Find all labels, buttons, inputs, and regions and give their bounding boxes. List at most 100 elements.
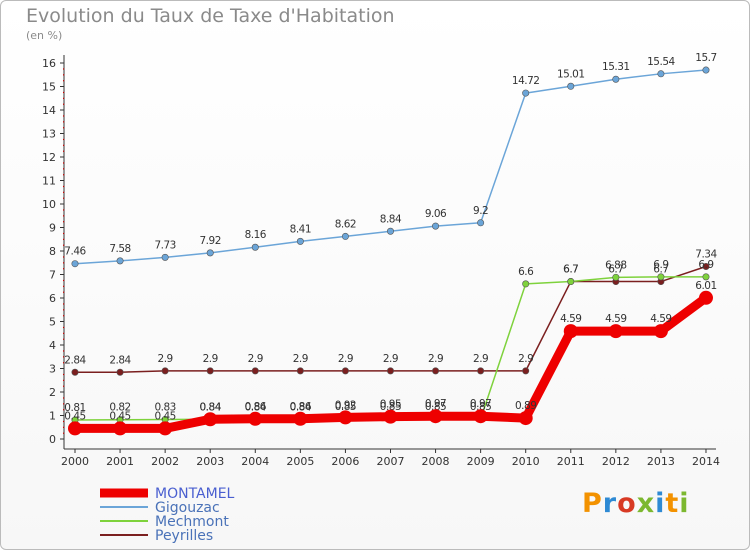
y-tick-label: 11 bbox=[42, 175, 56, 188]
data-point-montamel bbox=[248, 411, 263, 426]
y-minor-tick bbox=[63, 385, 65, 387]
y-minor-tick bbox=[63, 91, 65, 94]
y-minor-tick bbox=[63, 256, 65, 258]
data-point-montamel bbox=[158, 421, 173, 436]
y-tick-label: 1 bbox=[49, 410, 56, 423]
data-label: 2.9 bbox=[203, 353, 218, 365]
data-point-montamel bbox=[383, 409, 398, 424]
y-tick-label: 9 bbox=[49, 222, 56, 235]
data-label: 0.84 bbox=[200, 401, 222, 413]
legend-label: Peyrilles bbox=[155, 528, 213, 544]
y-tick-label: 7 bbox=[49, 269, 56, 282]
y-minor-tick bbox=[63, 356, 65, 358]
logo-letter: i bbox=[655, 488, 666, 519]
x-tick-label: 2010 bbox=[512, 455, 540, 468]
data-label: 2.9 bbox=[293, 353, 308, 365]
data-point-montamel bbox=[428, 409, 443, 424]
data-point-gigouzac bbox=[296, 237, 304, 245]
y-minor-tick bbox=[63, 350, 65, 352]
logo-letter: x bbox=[636, 488, 656, 519]
data-point-peyrilles bbox=[251, 367, 259, 375]
logo-letter: P bbox=[582, 488, 603, 519]
data-label: 14.72 bbox=[512, 75, 540, 87]
data-label: 6.7 bbox=[653, 264, 668, 276]
data-point-montamel bbox=[203, 412, 218, 427]
data-point-mechmont bbox=[657, 273, 665, 281]
data-label: 0.97 bbox=[425, 398, 446, 410]
y-minor-tick bbox=[63, 115, 65, 117]
data-label: 7.92 bbox=[200, 235, 221, 247]
data-point-montamel bbox=[473, 409, 488, 424]
y-tick-label: 6 bbox=[49, 292, 56, 305]
data-label: 0.92 bbox=[335, 399, 356, 411]
y-tick-label: 5 bbox=[49, 316, 56, 329]
x-tick-label: 2006 bbox=[331, 455, 359, 468]
x-tick-label: 2014 bbox=[692, 455, 720, 468]
y-tick-label: 13 bbox=[42, 128, 56, 141]
y-minor-tick bbox=[63, 74, 65, 76]
y-minor-tick bbox=[63, 144, 65, 146]
x-tick-label: 2002 bbox=[151, 455, 179, 468]
data-point-peyrilles bbox=[432, 367, 440, 375]
y-minor-tick bbox=[63, 409, 65, 411]
x-tick-label: 2005 bbox=[286, 455, 314, 468]
data-label: 2.9 bbox=[473, 353, 488, 365]
data-label: 0.85 bbox=[425, 401, 446, 413]
y-tick-label: 10 bbox=[42, 198, 56, 211]
y-minor-tick bbox=[63, 162, 65, 164]
data-label: 2.9 bbox=[338, 353, 353, 365]
chart-title: Evolution du Taux de Taxe d'Habitation bbox=[26, 5, 395, 27]
y-minor-tick bbox=[63, 168, 65, 170]
data-point-gigouzac bbox=[567, 82, 575, 90]
y-tick-label: 12 bbox=[42, 151, 56, 164]
data-point-montamel bbox=[518, 411, 533, 426]
data-label: 7.73 bbox=[154, 239, 175, 251]
data-label: 0.86 bbox=[245, 401, 267, 413]
data-point-gigouzac bbox=[161, 253, 169, 261]
y-tick-label: 14 bbox=[42, 104, 56, 117]
data-label: 15.01 bbox=[557, 68, 585, 80]
y-minor-tick bbox=[63, 420, 65, 423]
data-point-montamel bbox=[608, 324, 623, 339]
data-point-peyrilles bbox=[386, 367, 394, 375]
data-label: 0.84 bbox=[245, 401, 267, 413]
y-tick-label: 2 bbox=[49, 386, 56, 399]
data-point-peyrilles bbox=[161, 367, 169, 375]
data-label: 6.9 bbox=[653, 259, 668, 271]
unit-label: (en %) bbox=[26, 29, 63, 42]
x-tick-label: 2013 bbox=[647, 455, 675, 468]
logo-letter: o bbox=[617, 488, 637, 519]
x-tick-label: 2001 bbox=[106, 455, 134, 468]
y-minor-tick bbox=[63, 326, 65, 329]
data-point-mechmont bbox=[702, 273, 710, 281]
y-tick-label: 0 bbox=[49, 433, 56, 446]
data-label: 8.16 bbox=[245, 229, 267, 241]
y-tick-label: 16 bbox=[42, 57, 56, 70]
x-tick-label: 2012 bbox=[602, 455, 630, 468]
data-point-gigouzac bbox=[116, 257, 124, 265]
data-label: 0.86 bbox=[290, 401, 312, 413]
data-point-montamel bbox=[113, 421, 128, 436]
data-label: 9.06 bbox=[425, 208, 447, 220]
y-minor-tick bbox=[63, 432, 65, 434]
y-minor-tick bbox=[63, 291, 65, 293]
data-label: 2.9 bbox=[383, 353, 398, 365]
y-minor-tick bbox=[63, 68, 65, 70]
data-point-montamel bbox=[698, 290, 713, 305]
data-point-gigouzac bbox=[71, 260, 79, 268]
data-label: 0.97 bbox=[470, 398, 491, 410]
data-label: 0.45 bbox=[109, 410, 130, 422]
y-minor-tick bbox=[63, 403, 65, 405]
x-tick-label: 2007 bbox=[376, 455, 404, 468]
y-minor-tick bbox=[63, 138, 65, 141]
logo-letter: r bbox=[602, 488, 618, 519]
y-minor-tick bbox=[63, 191, 65, 193]
y-minor-tick bbox=[63, 362, 65, 364]
data-point-gigouzac bbox=[477, 219, 485, 227]
x-tick-label: 2000 bbox=[61, 455, 89, 468]
y-minor-tick bbox=[63, 103, 65, 105]
data-label: 0.89 bbox=[515, 400, 536, 412]
data-point-peyrilles bbox=[702, 263, 710, 271]
